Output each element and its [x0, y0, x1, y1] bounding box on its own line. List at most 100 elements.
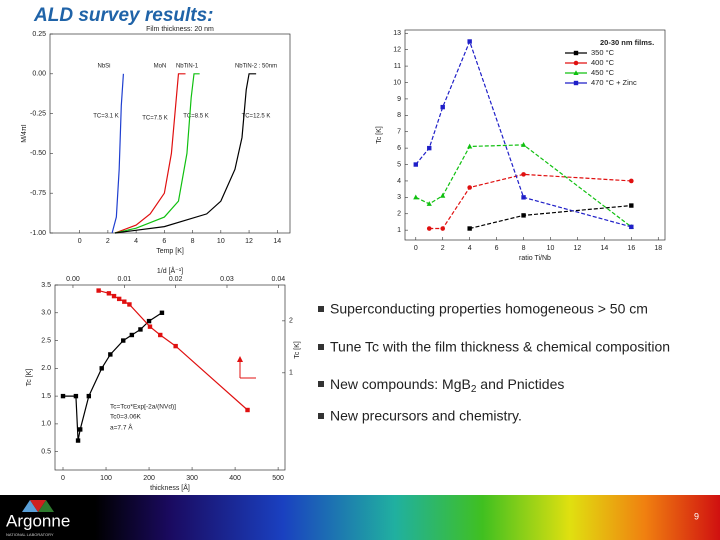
x-axis-label: ratio Ti/Nb — [519, 255, 551, 262]
y-tick-label: 8 — [397, 112, 401, 119]
marker — [146, 318, 152, 324]
x-tick-label: 400 — [229, 475, 241, 482]
logo-icon — [22, 500, 38, 512]
annotation: TC=3.1 K — [93, 114, 119, 120]
bullet-text: and Pnictides — [476, 376, 564, 392]
marker — [127, 302, 132, 307]
y-axis-label: M/4πI — [21, 124, 28, 142]
x-tick-label: 0 — [61, 475, 65, 482]
series-line — [415, 39, 632, 228]
y-axis-label: Tc [K] — [376, 126, 383, 144]
marker — [173, 343, 178, 349]
y-tick-label: 1 — [397, 227, 401, 234]
marker — [60, 393, 66, 399]
bullets: Superconducting properties homogeneous >… — [318, 301, 670, 424]
marker — [138, 327, 143, 332]
y-tick-label: 2.0 — [41, 365, 51, 372]
marker — [440, 192, 446, 198]
annotation: TC=8.5 K — [183, 114, 209, 120]
legend-label: 470 °C + Zinc — [591, 78, 637, 87]
y-tick-label: 3.0 — [41, 310, 51, 317]
series-line — [111, 73, 125, 234]
plot-frame — [54, 284, 286, 471]
x2-tick-label: 0.00 — [66, 276, 80, 283]
footer: Argonne NATIONAL LABORATORY 9 — [0, 495, 720, 540]
legend-label: 450 °C — [591, 68, 615, 77]
marker — [629, 203, 634, 208]
marker — [440, 104, 445, 110]
y-tick-label: 5 — [397, 161, 401, 168]
bullet-icon — [318, 381, 324, 387]
marker — [86, 393, 92, 399]
bullet-icon — [318, 413, 324, 419]
bullet: Tune Tc with the film thickness & chemic… — [330, 339, 670, 355]
marker — [96, 288, 101, 293]
x-axis-label: thickness [Å] — [150, 483, 190, 492]
x-tick-label: 6 — [162, 238, 166, 245]
logo-icon — [30, 500, 46, 512]
x-tick-label: 14 — [600, 245, 608, 252]
y-tick-label: -1.00 — [30, 230, 46, 237]
bullet: New compounds: MgB2 and Pnictides — [330, 376, 564, 395]
annotation: NbSi — [97, 64, 110, 70]
y2-tick-label: 2 — [289, 318, 293, 325]
x-tick-label: 2 — [441, 245, 445, 252]
x2-axis-label: 1/d [Å⁻¹] — [157, 266, 183, 275]
marker — [426, 226, 432, 231]
marker — [440, 226, 446, 231]
annotation: Tc0=3.06K — [110, 414, 142, 421]
x-tick-label: 200 — [143, 475, 155, 482]
y-tick-label: 11 — [394, 63, 401, 70]
y2-axis-label: Tc [K] — [294, 341, 301, 359]
annotation: TC=7.5 K — [142, 116, 168, 122]
y2-tick-label: 1 — [289, 370, 293, 377]
marker — [99, 366, 104, 371]
bullet: New precursors and chemistry. — [330, 408, 522, 424]
marker — [413, 162, 418, 167]
logo-icon — [38, 500, 54, 512]
x-tick-label: 4 — [134, 238, 138, 245]
y-axis-label: Tc [K] — [26, 369, 33, 387]
y-tick-label: 13 — [393, 30, 401, 37]
footer-gradient — [95, 495, 720, 540]
marker — [245, 407, 250, 413]
series-line — [114, 73, 186, 234]
annotation: a=7.7 Å — [110, 423, 133, 432]
x-tick-label: 10 — [547, 245, 555, 252]
y-tick-label: 9 — [397, 96, 401, 103]
y-tick-label: 2.5 — [41, 337, 51, 344]
marker — [78, 427, 83, 432]
x2-tick-label: 0.01 — [117, 276, 131, 283]
bullet: Superconducting properties homogeneous >… — [330, 301, 648, 317]
subscript: 2 — [471, 384, 477, 395]
marker — [521, 213, 526, 218]
page-number: 9 — [694, 511, 699, 521]
y-tick-label: 3 — [397, 194, 401, 201]
x-tick-label: 14 — [273, 238, 281, 245]
bullet-text: New compounds: MgB — [330, 376, 471, 392]
series-line — [114, 73, 257, 234]
series-line — [63, 312, 163, 441]
marker — [111, 293, 117, 299]
marker — [521, 195, 526, 200]
x-tick-label: 2 — [106, 238, 110, 245]
x-tick-label: 12 — [574, 245, 582, 252]
y-tick-label: 3.5 — [41, 282, 51, 289]
legend-label: 350 °C — [591, 48, 615, 57]
y-tick-label: 10 — [393, 79, 401, 86]
marker — [427, 145, 432, 151]
x-tick-label: 8 — [522, 245, 526, 252]
x-tick-label: 12 — [245, 238, 253, 245]
x2-tick-label: 0.02 — [169, 276, 183, 283]
x-tick-label: 4 — [468, 245, 472, 252]
marker — [467, 185, 472, 190]
x-tick-label: 6 — [495, 245, 499, 252]
series-line — [415, 144, 632, 228]
x-tick-label: 500 — [272, 475, 284, 482]
marker — [521, 172, 526, 177]
x-tick-label: 0 — [78, 238, 82, 245]
x-tick-label: 16 — [627, 245, 635, 252]
y-tick-label: 4 — [397, 178, 401, 185]
logo-sub: NATIONAL LABORATORY — [6, 532, 54, 537]
